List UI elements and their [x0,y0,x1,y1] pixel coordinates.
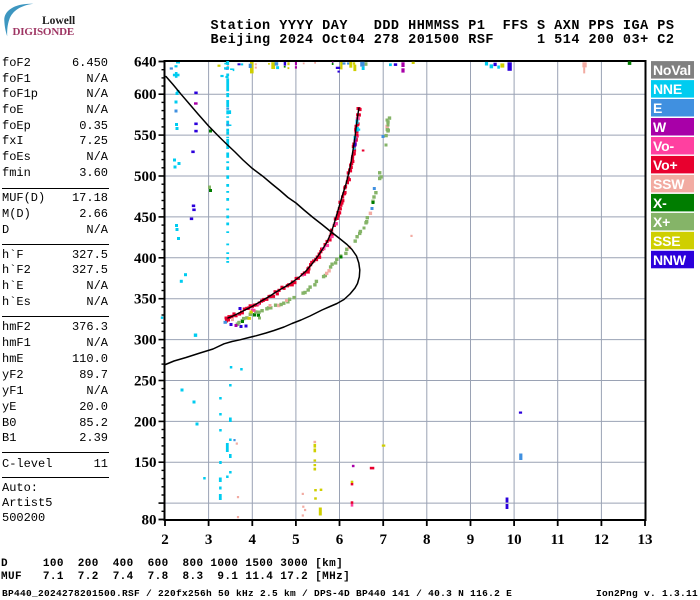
svg-text:W: W [653,119,667,135]
svg-text:SSE: SSE [653,233,680,249]
svg-text:NNW: NNW [653,252,687,268]
svg-text:2: 2 [161,532,169,548]
svg-text:9: 9 [467,532,475,548]
svg-text:Vo+: Vo+ [653,157,677,173]
svg-text:450: 450 [134,210,157,226]
svg-text:7: 7 [379,532,387,548]
svg-text:4: 4 [249,532,257,548]
svg-text:150: 150 [134,455,157,471]
svg-text:550: 550 [134,128,157,144]
svg-text:3: 3 [205,532,213,548]
svg-text:12: 12 [594,532,609,548]
svg-text:SSW: SSW [653,176,685,192]
svg-text:200: 200 [134,414,157,430]
svg-text:10: 10 [507,532,522,548]
svg-text:X-: X- [653,195,667,211]
svg-text:Vo-: Vo- [653,138,674,154]
svg-text:NNE: NNE [653,81,682,97]
svg-text:350: 350 [134,292,157,308]
svg-text:250: 250 [134,374,157,390]
svg-text:500: 500 [134,169,157,185]
svg-text:13: 13 [638,532,653,548]
svg-text:300: 300 [134,333,157,349]
svg-text:640: 640 [134,55,157,71]
svg-text:600: 600 [134,87,157,103]
svg-text:X+: X+ [653,214,670,230]
svg-text:Lowell: Lowell [42,15,75,27]
svg-text:8: 8 [423,532,431,548]
svg-text:DIGISONDE: DIGISONDE [13,26,75,38]
svg-text:E: E [653,100,662,116]
svg-text:6: 6 [336,532,344,548]
svg-text:400: 400 [134,251,157,267]
svg-text:NoVal: NoVal [653,62,691,78]
svg-text:5: 5 [292,532,300,548]
svg-text:11: 11 [551,532,565,548]
svg-text:80: 80 [142,513,157,529]
